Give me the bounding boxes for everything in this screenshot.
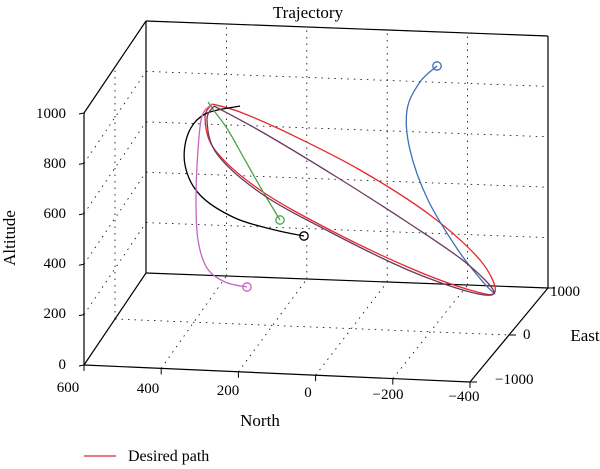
x-tick-label: 400 (137, 381, 160, 397)
z-tick (78, 263, 85, 266)
grid-line (145, 171, 549, 188)
z-tick-label: 0 (59, 357, 67, 373)
z-tick-label: 400 (44, 256, 67, 272)
series-line (195, 103, 248, 288)
legend: Desired path (84, 448, 209, 465)
grid-line (145, 222, 549, 238)
z-axis-label: Altitude (0, 210, 19, 266)
y-axis-label: East (570, 326, 600, 345)
x-tick-labels: 600 400 200 0 −200 −400 (57, 380, 480, 405)
axis-edge (83, 272, 147, 366)
axis-edge (145, 20, 549, 37)
z-tick-label: 800 (44, 156, 67, 172)
series-line (206, 105, 495, 296)
z-tick-labels: 0 200 400 600 800 1000 (36, 106, 66, 373)
series-line (204, 103, 496, 296)
y-tick-label: 1000 (550, 284, 580, 300)
z-tick (78, 162, 85, 165)
x-tick-label: −200 (373, 387, 404, 403)
series-layer (183, 61, 496, 296)
z-tick (78, 112, 85, 115)
x-tick-label: 200 (217, 383, 240, 399)
grid-line (114, 318, 510, 336)
axis-ticks (78, 112, 555, 388)
z-tick-label: 200 (44, 306, 67, 322)
x-axis-label: North (240, 411, 280, 430)
axis-edge (145, 272, 549, 289)
z-tick (78, 314, 85, 317)
grid-line (83, 222, 147, 315)
grid-line (315, 281, 388, 376)
series-marker (242, 282, 252, 292)
grid-line (145, 71, 549, 87)
grid-line (392, 284, 468, 379)
x-tick-label: −400 (449, 389, 480, 405)
series-marker (432, 61, 442, 71)
grid-line (83, 171, 147, 265)
series-line (405, 65, 496, 295)
legend-label: Desired path (128, 448, 209, 465)
grid-lines (83, 20, 549, 379)
chart-title: Trajectory (273, 3, 344, 22)
series-marker (275, 215, 285, 225)
z-tick-label: 600 (44, 206, 67, 222)
z-tick-label: 1000 (36, 106, 66, 122)
series-marker (299, 231, 309, 241)
z-tick (78, 364, 85, 367)
grid-line (83, 71, 147, 164)
grid-line (238, 278, 308, 373)
y-tick-label: 0 (523, 327, 531, 343)
grid-line (83, 121, 147, 215)
x-tick-label: 600 (57, 380, 80, 396)
axis-edge (83, 20, 147, 114)
y-tick-label: −1000 (495, 372, 533, 388)
z-tick (78, 213, 85, 216)
axes-box (83, 20, 549, 383)
x-tick-label: 0 (304, 385, 312, 401)
series-line (207, 101, 281, 221)
axis-edge (83, 364, 471, 383)
y-tick-labels: 1000 0 −1000 (495, 284, 580, 388)
